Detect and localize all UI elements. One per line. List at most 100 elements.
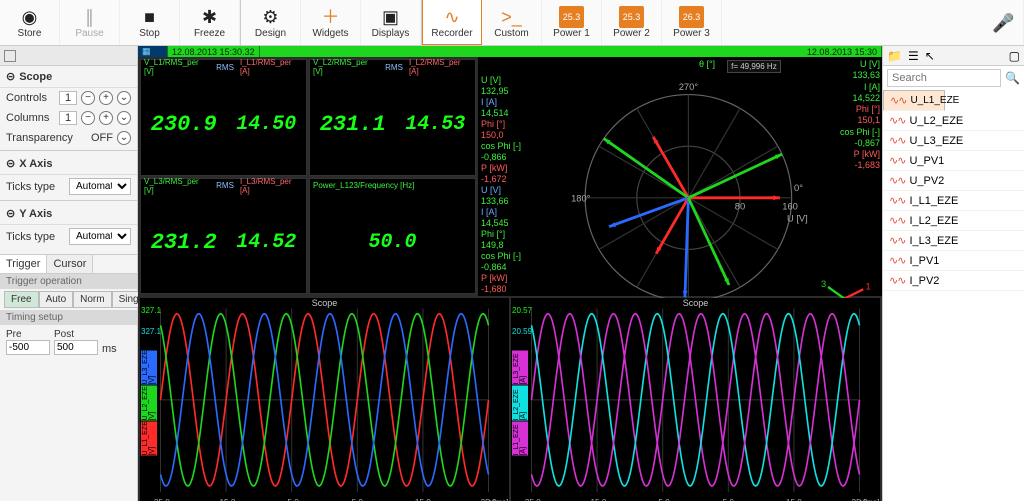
columns-minus[interactable]: − <box>81 111 95 125</box>
readout-item: P [kW] <box>481 163 527 173</box>
mic-button[interactable]: 🎤 <box>984 0 1024 45</box>
channel-name: I_L3_EZE <box>909 235 958 247</box>
power2-tab[interactable]: 25.3Power 2 <box>602 0 662 45</box>
svg-text:-15.0: -15.0 <box>217 497 236 501</box>
yticks-select[interactable]: Automatic <box>69 228 131 245</box>
vector-readout: U [V]133,63I [A]14,522Phi [°]150,1cos Ph… <box>840 59 880 172</box>
xaxis-title: X Axis <box>19 158 52 170</box>
scope1-yt: 327.1 <box>141 327 161 336</box>
channel-item[interactable]: ∿∿I_PV1 <box>883 251 1024 271</box>
scope-voltage[interactable]: Scope 327.1327.1 U_L1_EZE [V]U_L2_EZE [V… <box>140 298 509 501</box>
transparency-label: Transparency <box>6 132 87 144</box>
mode-auto[interactable]: Auto <box>39 291 74 308</box>
list-icon[interactable]: ☰ <box>908 49 919 63</box>
meter-0[interactable]: V_L1/RMS_per [V]RMSI_L1/RMS_per [A] 230.… <box>140 59 307 176</box>
pause-button[interactable]: ∥Pause <box>60 0 120 45</box>
scope-current[interactable]: Scope 20.5720.59 I_L1_EZE [A]I_L2_EZE [A… <box>511 298 880 501</box>
display-area: ▦ 12.08.2013 15:30.32 12.08.2013 15:30 V… <box>138 46 882 501</box>
readout-item: Phi [°] <box>481 119 527 129</box>
controls-value[interactable]: 1 <box>59 91 77 105</box>
meter-3[interactable]: Power_L123/Frequency [Hz] 50.0 <box>309 178 476 295</box>
scope-title: Scope <box>19 71 52 83</box>
readout-item: Phi [°] <box>481 229 527 239</box>
channel-panel: 📁 ☰ ↖ ▢ 🔍 ∿∿U_L1_EZE∿∿U_L2_EZE∿∿U_L3_EZE… <box>882 46 1024 501</box>
channel-item[interactable]: ∿∿U_PV1 <box>883 151 1024 171</box>
yaxis-title: Y Axis <box>19 208 52 220</box>
tab-cursor[interactable]: Cursor <box>47 255 93 273</box>
wave-icon: ∿∿ <box>889 154 905 167</box>
mode-norm[interactable]: Norm <box>73 291 111 308</box>
wave-icon: ∿∿ <box>890 94 906 107</box>
design-button[interactable]: ⚙Design <box>241 0 301 45</box>
columns-toggle[interactable]: ⌄ <box>117 111 131 125</box>
search-icon[interactable]: 🔍 <box>1005 71 1020 85</box>
pre-input[interactable] <box>6 340 50 355</box>
xaxis-section-header[interactable]: ⊝X Axis <box>0 153 137 175</box>
power3-value: 26.3 <box>679 6 705 28</box>
controls-toggle[interactable]: ⌄ <box>117 91 131 105</box>
channel-item[interactable]: ∿∿U_L1_EZE <box>883 90 945 111</box>
channel-search-input[interactable] <box>887 69 1001 87</box>
scope-section-header[interactable]: ⊝Scope <box>0 66 137 88</box>
widgets-label: Widgets <box>312 28 348 39</box>
xticks-label: Ticks type <box>6 181 65 193</box>
channel-item[interactable]: ∿∿U_L3_EZE <box>883 131 1024 151</box>
svg-text:80: 80 <box>735 202 745 212</box>
main-toolbar: ◉Store ∥Pause ■Stop ✱Freeze ⚙Design ＋Wid… <box>0 0 1024 46</box>
scope1-title: Scope <box>312 298 338 308</box>
properties-panel: ⊝Scope Controls1−+⌄ Columns1−+⌄ Transpar… <box>0 46 138 501</box>
freeze-button[interactable]: ✱Freeze <box>180 0 240 45</box>
channel-item[interactable]: ∿∿I_L2_EZE <box>883 211 1024 231</box>
recorder-tab[interactable]: ∿Recorder <box>422 0 482 45</box>
svg-text:15.0: 15.0 <box>786 497 802 501</box>
svg-text:-25.0: -25.0 <box>522 497 541 501</box>
timing-header: Timing setup <box>0 310 137 325</box>
timeline-strip[interactable]: ▦ 12.08.2013 15:30.32 12.08.2013 15:30 <box>138 46 882 57</box>
yaxis-section-header[interactable]: ⊝Y Axis <box>0 203 137 225</box>
panel-collapse-icon[interactable]: ▢ <box>1009 49 1020 63</box>
xticks-select[interactable]: Automatic <box>69 178 131 195</box>
meter-1[interactable]: V_L2/RMS_per [V]RMSI_L2/RMS_per [A] 231.… <box>309 59 476 176</box>
tab-trigger[interactable]: Trigger <box>0 255 47 273</box>
displays-button[interactable]: ▣Displays <box>361 0 421 45</box>
custom-tab[interactable]: >_Custom <box>482 0 542 45</box>
channel-item[interactable]: ∿∿I_L1_EZE <box>883 191 1024 211</box>
channel-name: I_PV2 <box>909 275 939 287</box>
stop-button[interactable]: ■Stop <box>120 0 180 45</box>
controls-plus[interactable]: + <box>99 91 113 105</box>
post-input[interactable] <box>54 340 98 355</box>
power1-tab[interactable]: 25.3Power 1 <box>542 0 602 45</box>
store-button[interactable]: ◉Store <box>0 0 60 45</box>
vector-scope[interactable]: θ [°] f= 49,996 Hz 270°180°90°0°80160U [… <box>530 57 882 296</box>
meter-2[interactable]: V_L3/RMS_per [V]RMSI_L3/RMS_per [A] 231.… <box>140 178 307 295</box>
store-label: Store <box>18 28 42 39</box>
channel-item[interactable]: ∿∿U_PV2 <box>883 171 1024 191</box>
freeze-label: Freeze <box>194 28 225 39</box>
columns-plus[interactable]: + <box>99 111 113 125</box>
svg-text:180°: 180° <box>571 193 591 203</box>
svg-text:-5.0: -5.0 <box>285 497 300 501</box>
wave-icon: ∿∿ <box>889 174 905 187</box>
controls-minus[interactable]: − <box>81 91 95 105</box>
columns-value[interactable]: 1 <box>59 111 77 125</box>
trigger-cursor-tabs: Trigger Cursor <box>0 254 137 274</box>
power1-label: Power 1 <box>553 28 590 39</box>
timeline-start: 12.08.2013 15:30.32 <box>168 46 260 57</box>
power3-tab[interactable]: 26.3Power 3 <box>662 0 722 45</box>
folder-icon[interactable]: 📁 <box>887 49 902 63</box>
transparency-toggle[interactable]: ⌄ <box>117 131 131 145</box>
channel-item[interactable]: ∿∿I_PV2 <box>883 271 1024 291</box>
channel-item[interactable]: ∿∿I_L3_EZE <box>883 231 1024 251</box>
channel-name: I_L2_EZE <box>909 215 958 227</box>
readout-item: U [V] <box>481 185 527 195</box>
widgets-button[interactable]: ＋Widgets <box>301 0 361 45</box>
panel-collapse-bar[interactable] <box>0 46 137 66</box>
readout-item: 14,545 <box>481 218 527 228</box>
cursor-icon[interactable]: ↖ <box>925 49 935 63</box>
mode-free[interactable]: Free <box>4 291 39 308</box>
design-label: Design <box>255 28 286 39</box>
wave-icon: ∿∿ <box>889 134 905 147</box>
trigger-op-header: Trigger operation <box>0 274 137 289</box>
channel-item[interactable]: ∿∿U_L2_EZE <box>883 111 1024 131</box>
scope2-yt: 20.57 <box>512 306 532 315</box>
